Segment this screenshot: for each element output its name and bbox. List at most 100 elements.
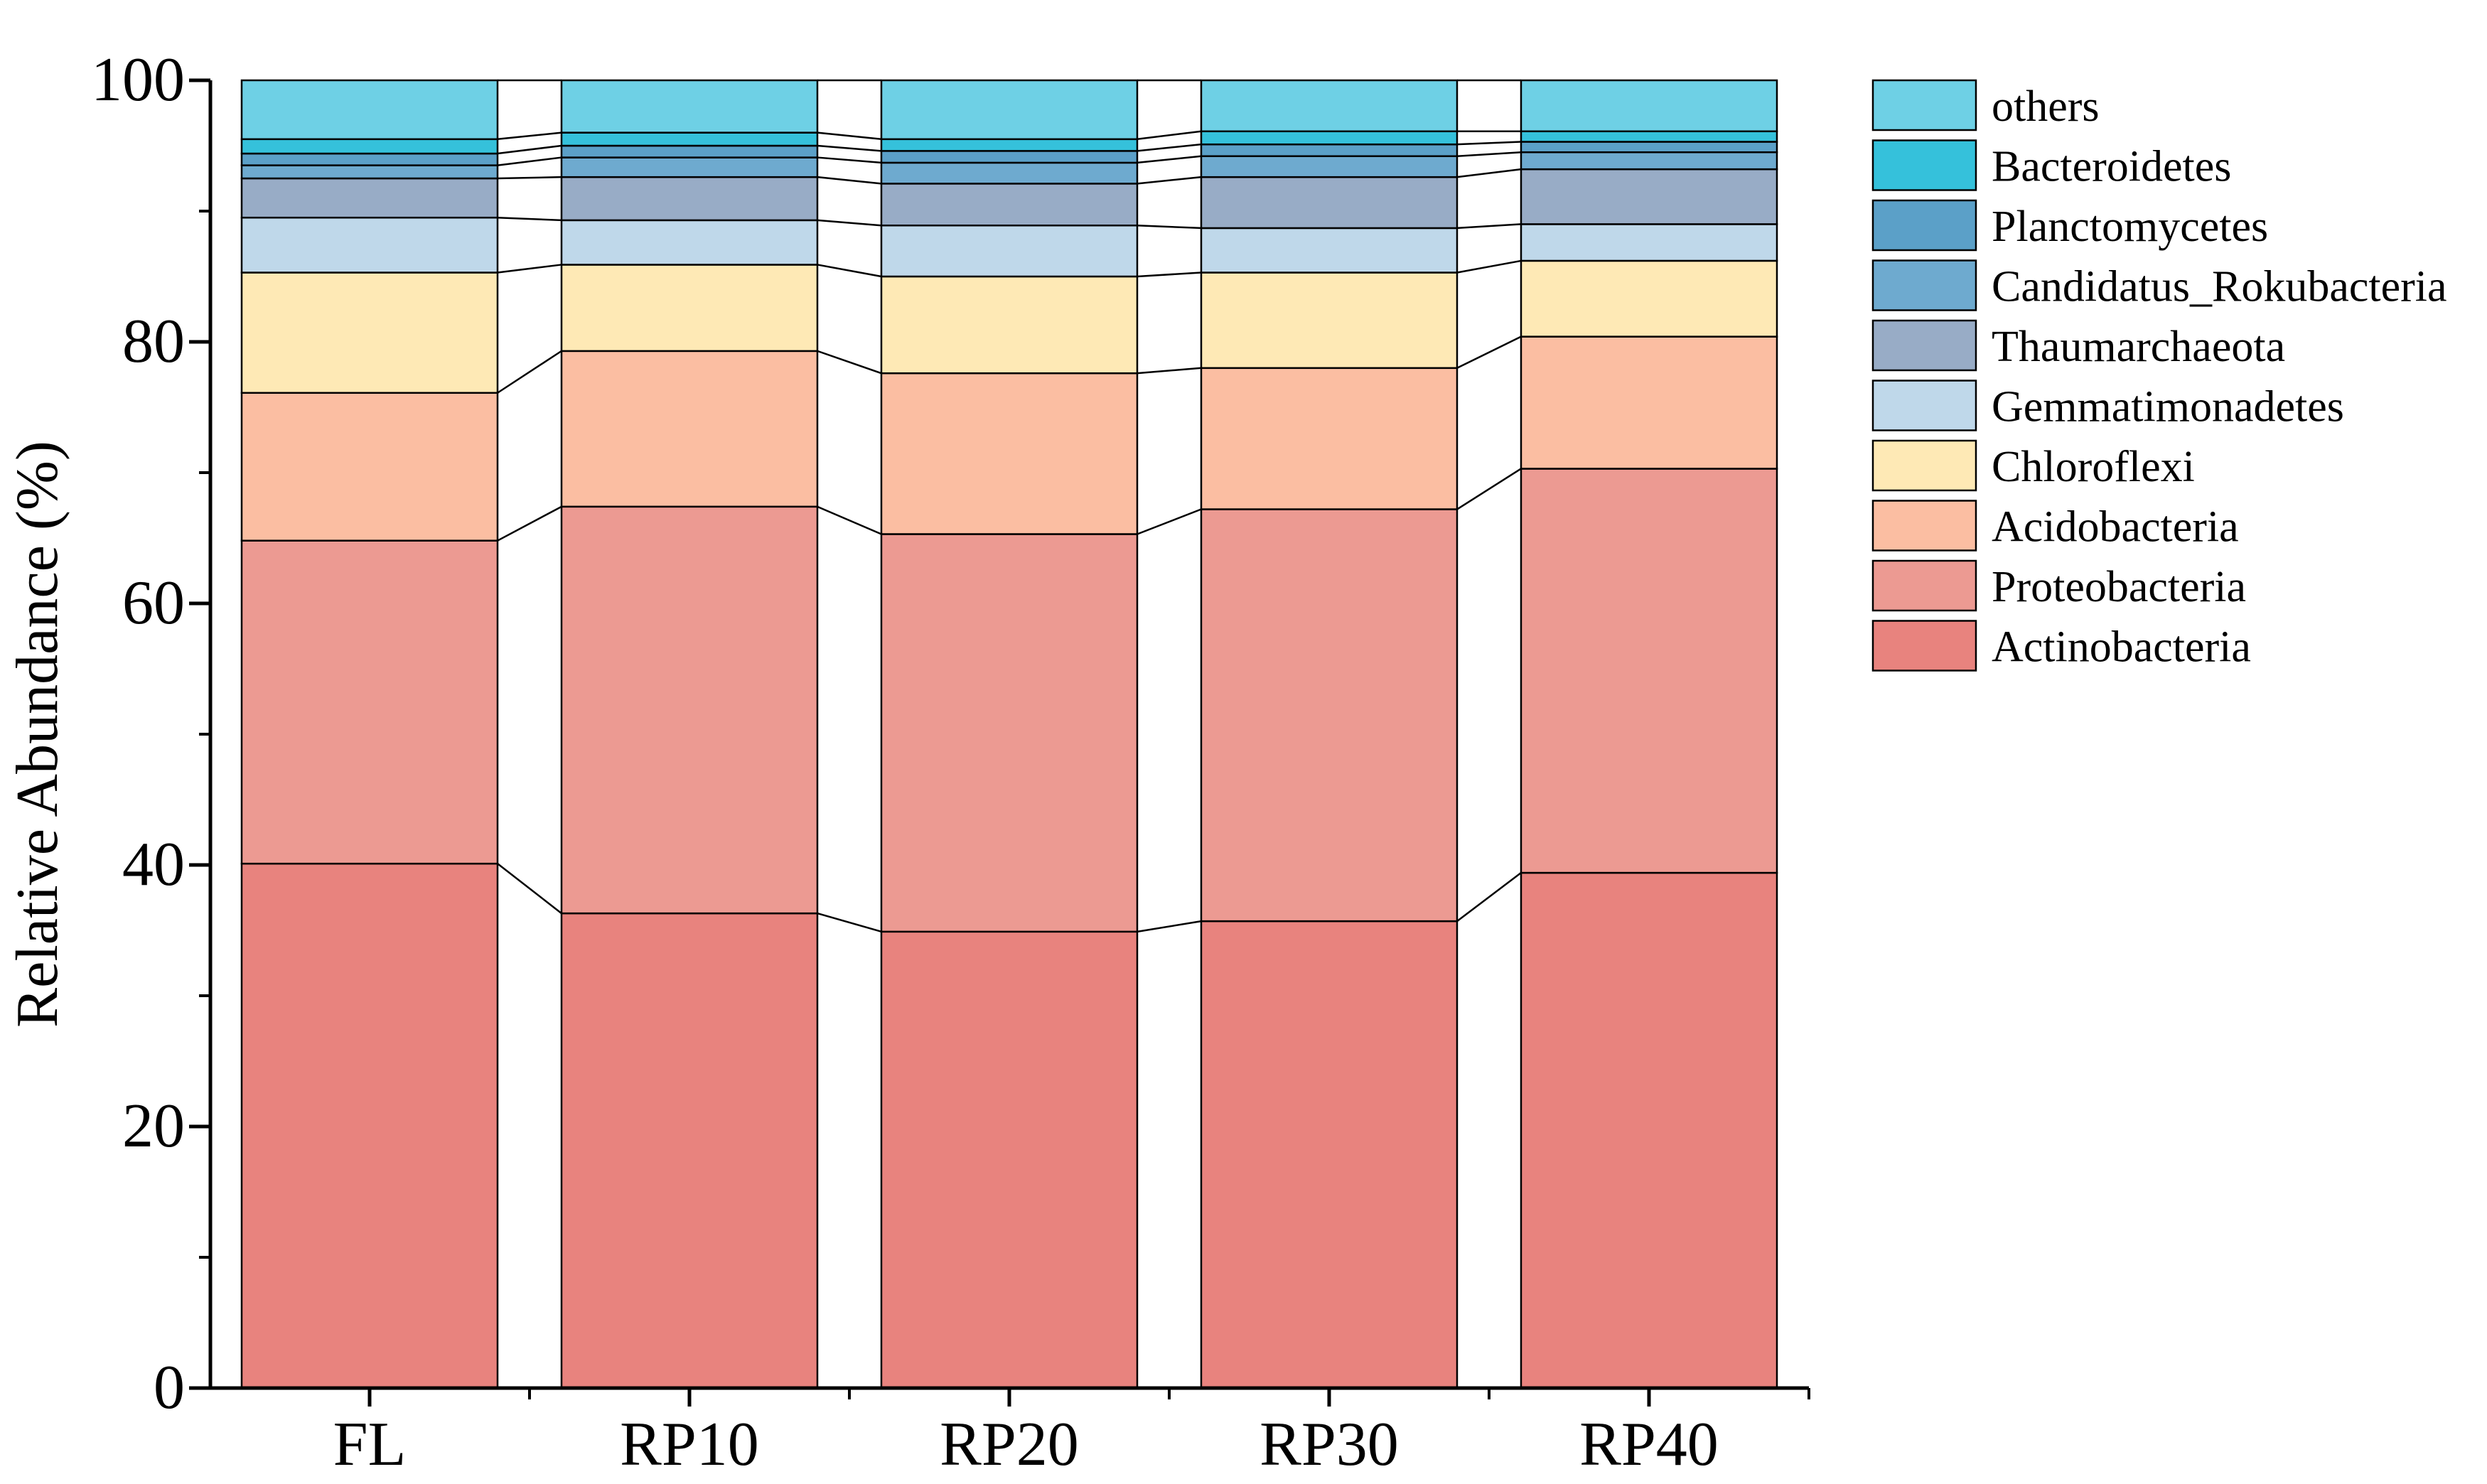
bar-segment-thaumarchaeota-rp40	[1520, 168, 1778, 225]
legend-swatch-actinobacteria	[1871, 620, 1977, 672]
bar-segment-thaumarchaeota-rp10	[560, 176, 819, 222]
bar-segment-planctomycetes-rp20	[880, 150, 1139, 164]
bar-segment-others-rp10	[560, 79, 819, 134]
connector-line	[817, 350, 882, 375]
y-tick-label: 0	[154, 1353, 185, 1422]
legend: others Bacteroidetes Planctomycetes Candida…	[1871, 79, 2447, 672]
connector-line	[1456, 141, 1522, 146]
connector-line	[817, 505, 882, 535]
connector-line	[497, 350, 562, 394]
connector-line	[817, 219, 882, 227]
connector-line	[1137, 271, 1202, 278]
legend-label-planctomycetes: Planctomycetes	[1992, 203, 2268, 251]
bar-segment-gemmatimonadetes-rp30	[1200, 227, 1459, 274]
bar-segment-bacteroidetes-rp10	[560, 131, 819, 147]
bar-segment-gemmatimonadetes-rp10	[560, 219, 819, 266]
bar-segment-gemmatimonadetes-fl	[240, 216, 499, 274]
y-axis-title: Relative Abundance (%)	[4, 441, 70, 1028]
bar-segment-thaumarchaeota-fl	[240, 177, 499, 219]
legend-label-proteobacteria: Proteobacteria	[1992, 563, 2246, 611]
legend-swatch-bacteroidetes	[1871, 139, 1977, 191]
bar-segment-proteobacteria-rp10	[560, 505, 819, 915]
legend-label-actinobacteria: Actinobacteria	[1992, 623, 2251, 672]
bar-segment-planctomycetes-rp40	[1520, 141, 1778, 154]
x-tick-label-rp40: RP40	[1579, 1410, 1719, 1479]
legend-label-bacteroidetes: Bacteroidetes	[1992, 143, 2231, 191]
connector-line	[1456, 223, 1522, 230]
plot-area	[240, 79, 1778, 1389]
connector-line	[497, 131, 562, 141]
bar-segment-acidobacteria-rp30	[1200, 367, 1459, 510]
connector-line	[1137, 508, 1202, 535]
legend-label-acidobacteria: Acidobacteria	[1992, 503, 2239, 552]
x-ticks: FL RP10 RP20 RP30 RP40	[333, 1388, 1810, 1479]
bar-segment-chloroflexi-rp10	[560, 264, 819, 353]
bar-segment-candidatus-rokubacteria-fl	[240, 164, 499, 180]
bar-segment-actinobacteria-rp10	[560, 912, 819, 1389]
legend-label-chloroflexi: Chloroflexi	[1992, 443, 2195, 491]
bar-segment-others-rp30	[1200, 79, 1459, 133]
connector-line	[497, 156, 562, 166]
connector-line	[1137, 130, 1202, 141]
bar-segment-proteobacteria-fl	[240, 539, 499, 865]
connector-line	[1456, 151, 1522, 157]
connector-line	[1456, 335, 1522, 369]
y-tick-label: 60	[122, 569, 185, 638]
bar-segment-chloroflexi-rp30	[1200, 271, 1459, 370]
connector-line	[1137, 143, 1202, 152]
connector-line	[817, 264, 882, 278]
connector-line	[817, 131, 882, 141]
bar-segment-gemmatimonadetes-rp40	[1520, 223, 1778, 262]
bar-segment-others-fl	[240, 79, 499, 141]
bar-segment-bacteroidetes-rp40	[1520, 130, 1778, 143]
connector-line	[1456, 259, 1522, 274]
connector-line	[497, 863, 562, 915]
connector-line	[817, 912, 882, 933]
y-tick-label: 40	[122, 830, 185, 899]
connector-line	[497, 144, 562, 155]
bar-segment-proteobacteria-rp20	[880, 533, 1139, 933]
bar-segment-bacteroidetes-rp30	[1200, 130, 1459, 146]
bar-segment-acidobacteria-rp20	[880, 372, 1139, 535]
connector-line	[1137, 920, 1202, 933]
legend-label-others: others	[1992, 82, 2100, 131]
legend-label-gemmatimonadetes: Gemmatimonadetes	[1992, 383, 2344, 431]
connector-line	[817, 176, 882, 185]
bar-segment-planctomycetes-rp10	[560, 144, 819, 158]
x-tick-label-rp30: RP30	[1259, 1410, 1399, 1479]
legend-swatch-acidobacteria	[1871, 500, 1977, 552]
bar-segment-thaumarchaeota-rp30	[1200, 176, 1459, 230]
connector-line	[1137, 367, 1202, 375]
bar-segment-actinobacteria-rp20	[880, 930, 1139, 1389]
legend-swatch-planctomycetes	[1871, 199, 1977, 252]
bar-segment-candidatus-rokubacteria-rp20	[880, 161, 1139, 185]
legend-swatch-thaumarchaeota	[1871, 319, 1977, 372]
connector-line	[497, 264, 562, 274]
y-ticks: 0 20 40 60 80 100	[91, 45, 210, 1422]
legend-label-thaumarchaeota: Thaumarchaeota	[1992, 323, 2285, 371]
connector-line	[497, 505, 562, 542]
bar-segment-chloroflexi-fl	[240, 271, 499, 394]
legend-swatch-chloroflexi	[1871, 439, 1977, 492]
connector-line	[497, 216, 562, 222]
x-tick-label-rp10: RP10	[620, 1410, 759, 1479]
connector-line	[1456, 168, 1522, 178]
x-tick-label-fl: FL	[333, 1410, 407, 1479]
connector-line	[1137, 176, 1202, 185]
bar-segment-acidobacteria-rp40	[1520, 335, 1778, 470]
bar-segment-bacteroidetes-rp20	[880, 138, 1139, 152]
bar-segment-chloroflexi-rp40	[1520, 259, 1778, 338]
bar-segment-bacteroidetes-fl	[240, 138, 499, 155]
bar-segment-thaumarchaeota-rp20	[880, 183, 1139, 227]
legend-swatch-proteobacteria	[1871, 559, 1977, 612]
y-tick-label: 20	[122, 1092, 185, 1161]
bar-segment-others-rp40	[1520, 79, 1778, 133]
legend-swatch-candidatus-rokubacteria	[1871, 259, 1977, 311]
y-tick-label: 100	[91, 45, 185, 114]
legend-swatch-others	[1871, 79, 1977, 131]
connector-line	[1456, 872, 1522, 923]
bar-segment-chloroflexi-rp20	[880, 275, 1139, 375]
legend-swatch-gemmatimonadetes	[1871, 380, 1977, 431]
bar-segment-acidobacteria-fl	[240, 392, 499, 542]
